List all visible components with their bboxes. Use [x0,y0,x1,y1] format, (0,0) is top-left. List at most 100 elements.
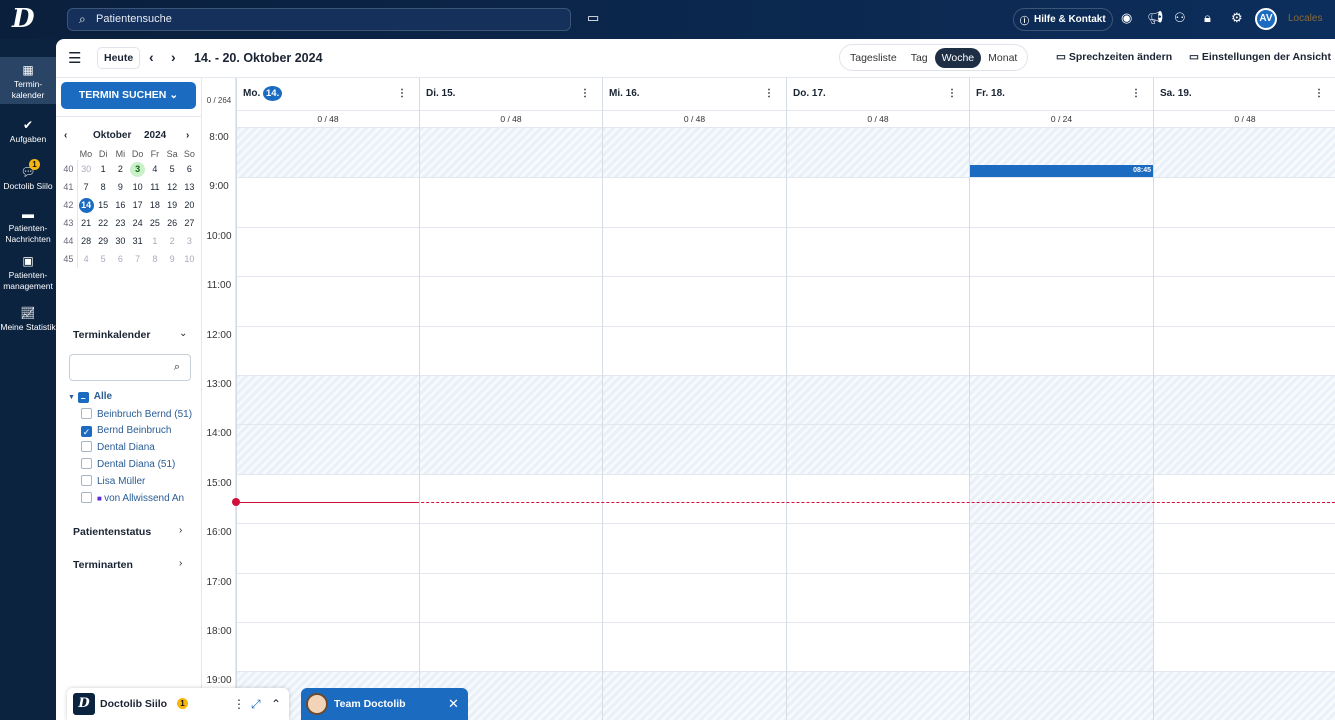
team-icon[interactable]: ⚇ [1174,10,1186,25]
mini-day-cell[interactable]: 7 [77,178,94,196]
nav-item-statistics[interactable]: 📈︎ Meine Statistik [0,306,56,333]
calendar-checkbox[interactable] [81,458,92,470]
day-column[interactable]: Mi. 16. ⋮ 0 / 48 [602,78,786,720]
mini-day-cell[interactable]: 4 [146,160,163,178]
more-icon[interactable]: ⋮ [397,88,407,99]
more-icon[interactable]: ⋮ [580,88,590,99]
nav-item-calendar[interactable]: ▦ Termin- kalender [0,57,56,104]
chevron-up-icon[interactable]: ⌃ [271,697,282,711]
appointment-types-section[interactable]: Terminarten [73,559,133,571]
calendar-checkbox[interactable] [81,491,92,503]
calendar-filter-input[interactable]: ⌕ [69,354,191,381]
mini-day-cell[interactable]: 17 [129,196,146,214]
day-header[interactable]: Mo. 14. ⋮ [237,78,419,111]
week-number[interactable]: 40 [60,160,78,178]
mini-day-cell[interactable]: 3 [129,160,146,178]
mini-day-cell[interactable]: 21 [77,214,94,232]
mini-day-cell[interactable]: 12 [164,178,181,196]
calendar-item[interactable]: Dental Diana [81,441,155,453]
today-button[interactable]: Heute [97,47,141,69]
nav-item-patient-management[interactable]: ▣ Patienten- management [0,254,56,292]
calendar-checkbox[interactable]: ✓ [81,425,92,437]
mini-day-cell[interactable]: 30 [77,160,94,178]
mini-day-cell[interactable]: 23 [112,214,129,232]
day-column[interactable]: Fr. 18. ⋮ 0 / 24 08:45 [969,78,1153,720]
mini-day-cell[interactable]: 19 [164,196,181,214]
calendar-item[interactable]: ■ von Allwissend An [81,491,184,504]
calendar-item[interactable]: Beinbruch Bernd (51) [81,408,192,420]
appointment-event[interactable]: 08:45 [970,165,1153,178]
day-header[interactable]: Sa. 19. ⋮ [1154,78,1335,111]
mini-day-cell[interactable]: 15 [95,196,112,214]
chevron-right-icon[interactable]: › [179,558,183,569]
mini-day-cell[interactable]: 6 [112,250,129,268]
week-number[interactable]: 44 [60,232,78,250]
mini-day-cell[interactable]: 7 [129,250,146,268]
search-appointment-button[interactable]: TERMIN SUCHEN ⌄ [61,82,196,109]
mini-day-cell[interactable]: 31 [129,232,146,250]
week-number[interactable]: 41 [60,178,78,196]
patient-search-input[interactable]: ⌕ Patientensuche [67,8,571,31]
gear-icon[interactable]: ⚙ [1231,10,1243,25]
week-number[interactable]: 43 [60,214,78,232]
lock-icon[interactable]: 🔒︎ [1204,10,1211,25]
close-icon[interactable]: ✕ [448,696,459,711]
mini-day-cell[interactable]: 20 [181,196,198,214]
eye-icon[interactable]: ◉ [1121,10,1133,25]
checkbox-all[interactable]: – [77,392,89,403]
nav-item-tasks[interactable]: ✔ Aufgaben [0,118,56,145]
chevron-right-icon[interactable]: › [179,525,183,536]
expand-icon[interactable]: ⤢ [251,697,261,711]
more-icon[interactable]: ⋮ [233,697,245,711]
nav-item-siilo[interactable]: 💬︎ Doctolib Siilo 1 [0,159,56,192]
calendar-checkbox[interactable] [81,474,92,486]
calendar-checkbox[interactable] [81,408,92,419]
chevron-down-icon[interactable]: ⌄ [179,328,188,339]
day-column[interactable]: Mo. 14. ⋮ 0 / 48 [236,78,419,720]
calendar-item[interactable]: Lisa Müller [81,474,145,487]
mini-day-cell[interactable]: 6 [181,160,198,178]
more-icon[interactable]: ⋮ [947,88,957,99]
mini-day-cell[interactable]: 2 [112,160,129,178]
prev-week-button[interactable]: ‹ [149,49,154,65]
mini-day-cell[interactable]: 3 [181,232,198,250]
video-camera-icon[interactable]: ▭ [587,10,600,25]
mini-day-cell[interactable]: 16 [112,196,129,214]
mini-day-cell[interactable]: 10 [129,178,146,196]
siilo-widget[interactable]: D Doctolib Siilo 1 ⋮ ⤢ ⌃ [67,688,289,720]
locales-link[interactable]: Locales [1288,13,1323,24]
day-column[interactable]: Sa. 19. ⋮ 0 / 48 [1153,78,1335,720]
mini-day-cell[interactable]: 18 [146,196,163,214]
mini-day-cell[interactable]: 5 [164,160,181,178]
day-header[interactable]: Fr. 18. ⋮ [970,78,1153,111]
more-icon[interactable]: ⋮ [1314,88,1324,99]
office-hours-button[interactable]: ▭ Sprechzeiten ändern [1056,51,1172,63]
calendar-checkbox[interactable] [81,441,92,453]
mini-day-cell[interactable]: 4 [77,250,94,268]
day-header[interactable]: Di. 15. ⋮ [420,78,602,111]
week-number[interactable]: 42 [60,196,78,214]
mini-day-cell[interactable]: 24 [129,214,146,232]
help-contact-button[interactable]: ⓘ Hilfe & Kontakt [1013,8,1113,31]
mini-next-button[interactable]: › [186,130,190,141]
mini-day-cell[interactable]: 25 [146,214,163,232]
mini-day-cell[interactable]: 5 [95,250,112,268]
day-column[interactable]: Di. 15. ⋮ 0 / 48 [419,78,602,720]
mini-day-cell[interactable]: 13 [181,178,198,196]
mini-day-cell[interactable]: 9 [112,178,129,196]
mini-day-cell[interactable]: 1 [146,232,163,250]
mini-day-cell[interactable]: 26 [164,214,181,232]
mini-day-cell[interactable]: 14 [77,196,94,214]
mini-day-cell[interactable]: 1 [95,160,112,178]
calendars-section-title[interactable]: Terminkalender [73,329,151,341]
day-header[interactable]: Do. 17. ⋮ [787,78,969,111]
avatar[interactable]: AV [1255,8,1277,30]
view-woche[interactable]: Woche [934,47,982,68]
mini-day-cell[interactable]: 22 [95,214,112,232]
calendar-item[interactable]: Dental Diana (51) [81,458,175,470]
mini-day-cell[interactable]: 9 [164,250,181,268]
mini-day-cell[interactable]: 10 [181,250,198,268]
view-tag[interactable]: Tag [910,51,928,64]
day-column[interactable]: Do. 17. ⋮ 0 / 48 [786,78,969,720]
mini-day-cell[interactable]: 8 [95,178,112,196]
